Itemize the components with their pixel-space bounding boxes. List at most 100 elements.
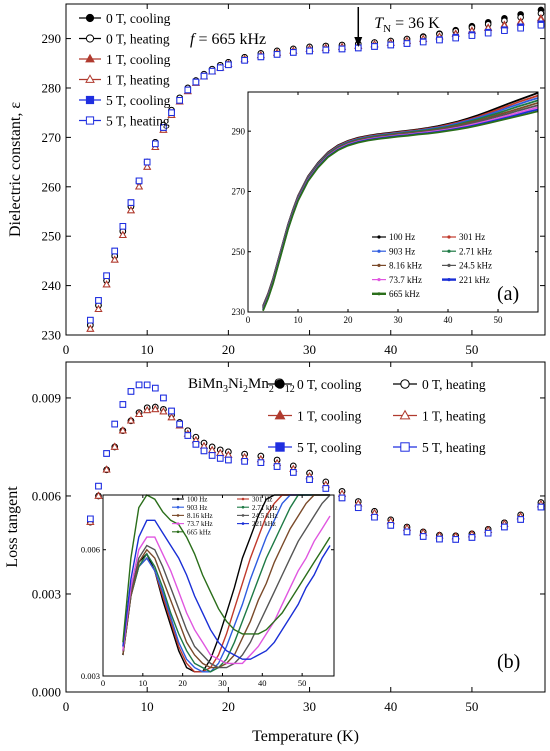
inset-series-line [122, 515, 331, 665]
data-point [119, 223, 127, 230]
data-point [208, 452, 216, 459]
data-point [135, 177, 143, 185]
legend-marker [447, 235, 451, 239]
data-point [168, 407, 175, 415]
data-point [95, 297, 102, 304]
x-tick-label: 50 [298, 678, 307, 688]
data-point [176, 97, 183, 104]
y-tick-label: 230 [42, 328, 62, 343]
legend-label: 24.5 kHz [459, 261, 492, 271]
y-tick-label: 0.003 [81, 671, 100, 681]
data-point [537, 503, 545, 511]
data-point [371, 513, 378, 521]
panel-a-chart: 0 10 20 30 40 50 230 240 250 260 270 280 290 Dielectr… [7, 3, 546, 357]
data-point [103, 272, 110, 280]
panel-a-legend: 0 T, cooling 0 T, heating 1 T, cooling 1 T,… [79, 11, 171, 129]
y-tick-label: 0.003 [32, 587, 61, 602]
legend-label: 1 T, heating [422, 409, 486, 424]
data-point [419, 533, 427, 540]
data-point [225, 61, 232, 69]
legend-label: 0 T, heating [422, 377, 486, 392]
data-point [94, 304, 103, 313]
data-point [290, 49, 297, 56]
data-point [135, 409, 144, 418]
data-point [452, 34, 459, 42]
data-point [241, 57, 248, 64]
panel-b-legend: 0 T, cooling 0 T, heating 1 T, cooling 1 T,… [268, 377, 486, 455]
data-point [118, 426, 127, 434]
data-point [273, 51, 281, 58]
formula-element: BiMn [188, 376, 224, 392]
legend-label: 5 T, heating [106, 114, 170, 129]
y-tick-label: 270 [42, 130, 62, 145]
data-point [159, 407, 168, 415]
legend-marker [241, 514, 245, 517]
x-tick-label: 30 [218, 678, 227, 688]
data-point [168, 109, 175, 116]
data-point [87, 515, 94, 523]
y-tick-label: 0.009 [32, 390, 61, 405]
data-point [436, 535, 443, 543]
data-point [85, 95, 95, 105]
data-point [110, 255, 119, 263]
data-point [274, 409, 286, 420]
inset-frame [247, 91, 539, 313]
data-point [452, 536, 459, 543]
data-point [208, 67, 216, 75]
legend-marker [241, 505, 245, 509]
data-point [85, 13, 95, 23]
data-point [216, 455, 224, 462]
legend-marker [377, 249, 381, 253]
legend-marker [377, 292, 381, 296]
legend-marker [176, 530, 180, 534]
legend-label: 221 kHz [252, 520, 276, 528]
legend-label: 100 Hz [187, 496, 207, 504]
data-point [436, 36, 443, 44]
formula-subscript: 2 [269, 384, 274, 395]
legend-marker [377, 278, 381, 282]
data-point [403, 40, 411, 47]
legend-marker [447, 263, 451, 267]
data-point [257, 459, 265, 466]
y-tick-label: 250 [232, 247, 246, 257]
data-point [102, 465, 111, 473]
data-point [517, 24, 524, 32]
formula-element: Mn [248, 376, 269, 392]
y-tick-label: 0.006 [32, 489, 62, 504]
legend-label: 221 kHz [459, 275, 490, 285]
x-tick-label: 20 [222, 699, 235, 714]
data-point [176, 420, 183, 428]
inset-b-legend: 100 Hz 301 Hz 903 Hz 2.71 kHz 8.16 kHz 24.5 k… [172, 496, 278, 536]
x-tick-label: 0 [63, 342, 70, 357]
x-tick-label: 40 [384, 342, 397, 357]
x-tick-label: 40 [444, 315, 454, 325]
data-point [127, 388, 135, 395]
legend-label: 100 Hz [389, 232, 415, 242]
panel-b-frame [65, 361, 546, 693]
inset-frame [102, 494, 335, 677]
data-point [143, 381, 151, 389]
legend-label: 301 Hz [459, 232, 485, 242]
data-point [192, 441, 200, 448]
x-axis-label: Temperature (K) [252, 728, 359, 745]
inset-background [103, 495, 334, 676]
x-tick-label: 20 [222, 342, 235, 357]
legend-label: 1 T, heating [106, 73, 170, 88]
x-tick-label: 0 [246, 315, 251, 325]
x-tick-label: 30 [394, 315, 404, 325]
data-point [103, 450, 110, 457]
panel-b-markers [86, 381, 545, 543]
legend-label: 0 T, heating [106, 32, 170, 47]
data-point [143, 158, 151, 166]
data-point [322, 485, 330, 492]
formula-element: Ni [228, 376, 243, 392]
data-point [338, 45, 346, 53]
x-tick-label: 30 [303, 699, 316, 714]
data-point [484, 529, 492, 537]
x-tick-label: 50 [465, 342, 478, 357]
data-point [94, 491, 103, 499]
y-tick-label: 280 [42, 81, 62, 96]
data-point [225, 456, 232, 464]
x-tick-label: 50 [494, 315, 504, 325]
